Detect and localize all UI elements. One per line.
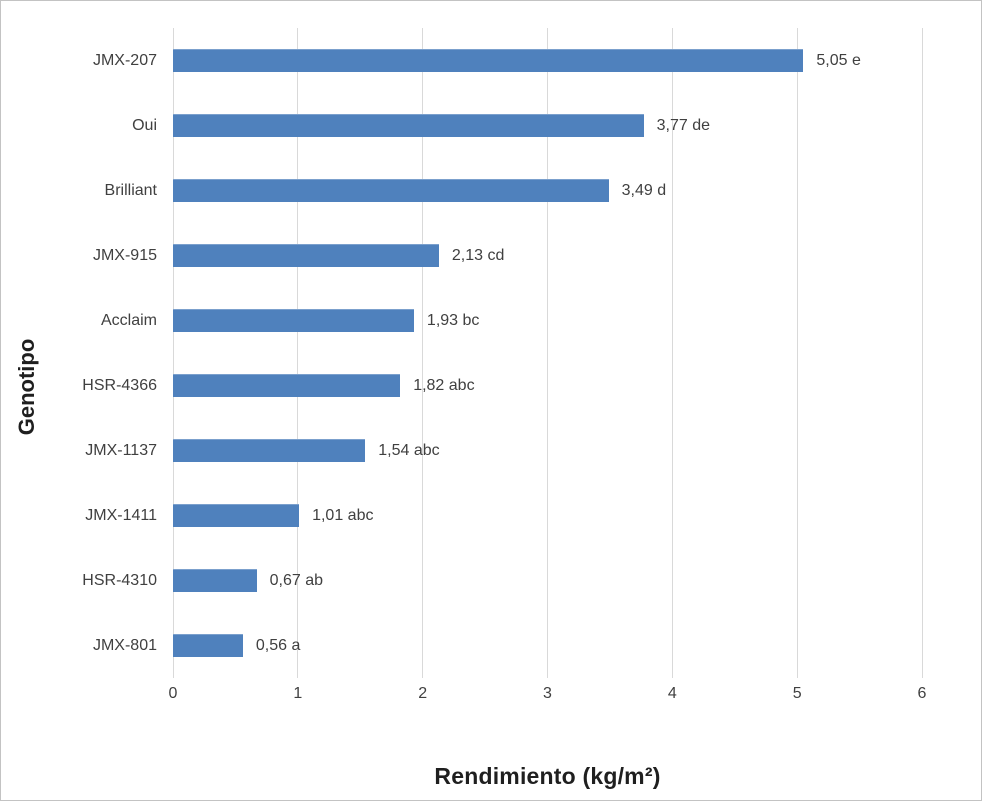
- category-label: JMX-207: [92, 51, 157, 69]
- gridline: [671, 28, 673, 678]
- category-label: JMX-915: [92, 246, 157, 264]
- category-label: JMX-1411: [85, 506, 157, 524]
- category-label: HSR-4310: [82, 571, 157, 589]
- category-axis: JMX-207 Oui Brilliant JMX-915 Acclaim HSR-436…: [1, 28, 157, 678]
- category-label: Brilliant: [104, 181, 157, 199]
- bar-JMX-915: [173, 244, 439, 267]
- gridline: [422, 28, 424, 678]
- data-label: 1,01 abc: [312, 507, 374, 524]
- data-label: 3,77 de: [656, 117, 710, 134]
- value-axis-line: [172, 28, 174, 678]
- x-tick-label: 2: [418, 685, 428, 702]
- x-axis-title: Rendimiento (kg/m²): [434, 763, 661, 789]
- x-tick-label: 4: [667, 685, 677, 702]
- data-label: 3,49 d: [621, 182, 667, 199]
- data-label: 2,13 cd: [451, 247, 505, 264]
- category-label: Acclaim: [100, 311, 157, 329]
- bar-Brilliant: [173, 179, 609, 202]
- gridline: [796, 28, 798, 678]
- data-label: 0,67 ab: [269, 572, 324, 589]
- bar-JMX-1411: [173, 504, 300, 527]
- bar-HSR-4310: [173, 569, 257, 592]
- gridline: [297, 28, 299, 678]
- x-tick-label: 5: [792, 685, 802, 702]
- category-label: JMX-1137: [85, 441, 157, 459]
- data-label: 1,93 bc: [426, 312, 480, 329]
- category-label: JMX-801: [92, 636, 157, 654]
- bar-JMX-207: [173, 49, 804, 72]
- category-label: HSR-4366: [82, 376, 157, 394]
- data-label: 1,54 abc: [378, 442, 440, 459]
- x-axis: 0 1 2 3 4 5 6: [169, 685, 927, 707]
- data-label: 5,05 e: [816, 52, 861, 69]
- x-tick-label: 6: [917, 685, 927, 702]
- gridline: [921, 28, 923, 678]
- x-tick-label: 0: [168, 685, 178, 702]
- x-tick-label: 3: [543, 685, 552, 702]
- gridline: [547, 28, 548, 678]
- bar-JMX-1137: [173, 439, 366, 462]
- category-label: Oui: [132, 116, 157, 134]
- data-label: 1,82 abc: [413, 377, 475, 394]
- bar-Acclaim: [173, 309, 414, 332]
- bar-JMX-801: [173, 634, 243, 657]
- plot-area: 5,05 e 3,77 de 3,49 d 2,13 cd 1,93 bc 1,82 ab…: [172, 28, 923, 678]
- bar-Oui: [173, 114, 644, 137]
- bar-HSR-4366: [173, 374, 401, 397]
- x-tick-label: 1: [293, 685, 303, 702]
- data-label: 0,56 a: [255, 637, 301, 654]
